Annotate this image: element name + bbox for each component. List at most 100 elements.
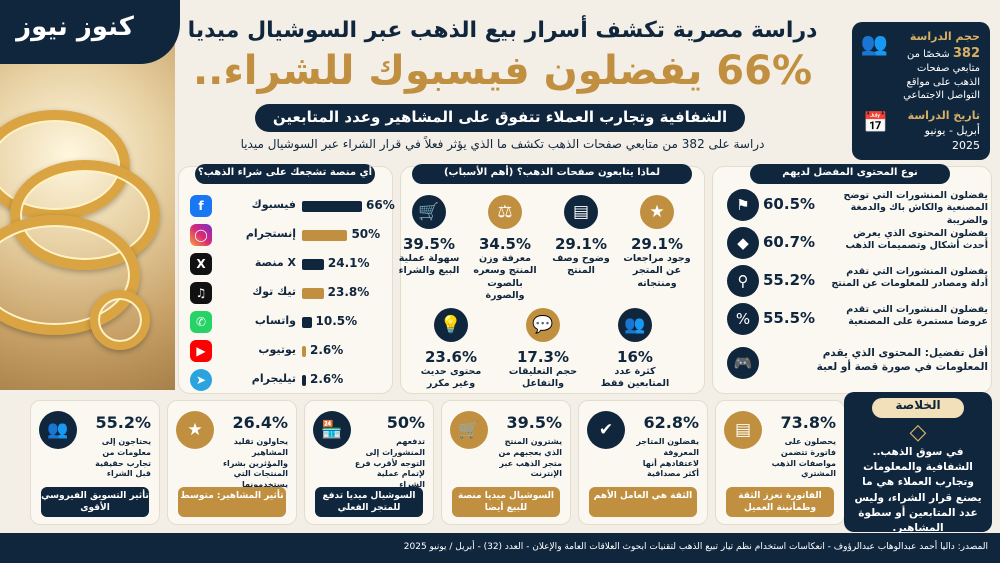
card-value: 55.2% <box>95 413 151 432</box>
platform-bar <box>302 375 306 386</box>
platforms-panel-title: أي منصة تشجعك على شراء الذهب؟ <box>195 164 375 184</box>
reason-label: وضوح وصف المنتج <box>552 253 610 277</box>
reason-label: سهولة عملية البيع والشراء <box>398 253 460 277</box>
tag-icon: ⚑ <box>727 189 759 221</box>
study-date-label: تاريخ الدراسة <box>907 108 980 122</box>
reason-value: 29.1% <box>554 235 608 253</box>
card-tag: الثقة هي العامل الأهم <box>589 487 697 517</box>
card-label: يحاولون تقليد المشاهير والمؤثرين بشراء ا… <box>222 437 288 490</box>
page-title: دراسة مصرية تكشف أسرار بيع الذهب عبر الس… <box>187 18 818 43</box>
platform-bar <box>302 201 362 212</box>
study-date-value: أبريل - يونيو 2025 <box>924 123 980 152</box>
content-least-label: أقل تفضيل: المحتوى الذي يقدم المعلومات ف… <box>816 347 988 374</box>
lightbulb-icon: 💡 <box>434 308 468 342</box>
platform-row-whatsapp: ✆ واتساب 10.5% <box>180 311 390 333</box>
telegram-icon: ➤ <box>190 369 212 391</box>
reason-comments: 💬 17.3% حجم التعليقات والتفاعل <box>508 308 578 391</box>
reason-fresh-content: 💡 23.6% محتوى حديث وغير مكرر <box>416 308 486 391</box>
comment-icon: 💬 <box>526 308 560 342</box>
people-icon: 👥 <box>618 308 652 342</box>
diamond-icon: ◆ <box>727 227 759 259</box>
calendar-icon: 📅 <box>863 109 888 134</box>
content-least-preferred: 🎮 أقل تفضيل: المحتوى الذي يقدم المعلومات… <box>723 343 988 383</box>
group-icon: 👥 <box>39 411 77 449</box>
reason-value: 16% <box>617 348 653 366</box>
reason-description: ▤ 29.1% وضوح وصف المنتج <box>546 195 616 278</box>
platform-row-telegram: ➤ تيليجرام 2.6% <box>180 369 390 391</box>
youtube-icon: ▶ <box>190 340 212 362</box>
content-item-evidence: ⚲ 55.2% يفضلون المنشورات التي تقدم أدلة … <box>723 263 988 301</box>
jewelry-photo <box>0 0 175 390</box>
x-icon: X <box>190 253 212 275</box>
card-value: 50% <box>386 413 425 432</box>
cart-icon: 🛒 <box>450 411 488 449</box>
cart-icon: 🛒 <box>412 195 446 229</box>
summary-text: في سوق الذهب.. الشفافية والمعلومات وتجار… <box>854 446 982 535</box>
card-visit-store: 🏪 50% تدفعهم المنشورات إلى التوجه لأقرب … <box>304 400 434 525</box>
brand-logo[interactable]: كنوز نيوز <box>16 12 134 42</box>
content-panel-title: نوع المحتوى المفضل لديهم <box>750 164 950 184</box>
platform-row-facebook: f فيسبوك 66% <box>180 195 395 217</box>
platform-bar <box>302 259 324 270</box>
card-value: 62.8% <box>643 413 699 432</box>
platform-name: إنستجرام <box>245 227 296 240</box>
content-label: يفضلون المنشورات التي تقدم أدلة ومصادر ل… <box>831 266 988 290</box>
reason-label: حجم التعليقات والتفاعل <box>508 366 578 390</box>
content-item-fees: ⚑ 60.5% يفضلون المنشورات التي توضح المصن… <box>723 187 988 226</box>
whatsapp-icon: ✆ <box>190 311 212 333</box>
content-item-designs: ◆ 60.7% يفضلون المحتوى الذي يعرض أحدث أش… <box>723 225 988 263</box>
card-tag: الفاتورة تعزز الثقة وطمأنينة العميل <box>726 487 834 517</box>
platform-value: 50% <box>351 227 381 241</box>
card-label: يحصلون على فاتورة تتضمن مواصفات الذهب ال… <box>771 437 836 479</box>
reason-label: معرفة وزن المنتج وسعره بالصوت والصورة <box>473 253 537 302</box>
summary-title: الخلاصة <box>872 398 964 418</box>
reason-value: 34.5% <box>478 235 532 253</box>
platform-value: 2.6% <box>310 372 344 386</box>
store-icon: 🏪 <box>313 411 351 449</box>
platform-row-instagram: ◯ إنستجرام 50% <box>180 224 390 246</box>
platform-row-tiktok: ♫ تيك توك 23.8% <box>180 282 390 304</box>
content-item-offers: % 55.5% يفضلون المنشورات التي تقدم عروضا… <box>723 301 988 339</box>
reason-reviews: ★ 29.1% وجود مراجعات عن المتجر ومنتجاته <box>622 195 692 290</box>
source-footer: المصدر: داليا أحمد عبدالوهاب عبدالرؤوف -… <box>0 533 1000 563</box>
summary-box: الخلاصة ◇ في سوق الذهب.. الشفافية والمعل… <box>844 392 992 534</box>
card-value: 73.8% <box>780 413 836 432</box>
card-influencers: ★ 26.4% يحاولون تقليد المشاهير والمؤثرين… <box>167 400 297 525</box>
headline: 66% يفضلون فيسبوك للشراء.. <box>192 48 813 94</box>
tiktok-icon: ♫ <box>190 282 212 304</box>
reason-value: 29.1% <box>630 235 684 253</box>
card-tag: السوشيال ميديا منصة للبيع أيضا <box>452 487 560 517</box>
subtitle-banner: الشفافية وتجارب العملاء تتفوق على المشاه… <box>255 104 745 132</box>
platform-name: منصة X <box>254 256 296 269</box>
logo-background <box>0 0 180 64</box>
scale-icon: ⚖ <box>488 195 522 229</box>
platform-name: يوتيوب <box>258 343 296 356</box>
platform-name: تيليجرام <box>251 372 296 385</box>
reasons-panel-title: لماذا يتابعون صفحات الذهب؟ (أهم الأسباب) <box>412 164 692 184</box>
content-label: يفضلون المحتوى الذي يعرض أحدث أشكال وتصم… <box>845 228 988 252</box>
star-review-icon: ★ <box>640 195 674 229</box>
card-invoice: ▤ 73.8% يحصلون على فاتورة تتضمن مواصفات … <box>715 400 845 525</box>
card-label: يحتاجون إلى معلومات من تجارب حقيقية قبل … <box>95 437 151 479</box>
study-description: دراسة على 382 من متابعي صفحات الذهب تكشف… <box>240 137 765 151</box>
reason-value: 23.6% <box>424 348 478 366</box>
content-value: 55.5% <box>763 309 816 327</box>
card-tag: السوشيال ميديا تدفع للمتجر الفعلي <box>315 487 423 517</box>
card-label: تدفعهم المنشورات إلى التوجه لأقرب فرع لإ… <box>354 437 425 490</box>
card-value: 26.4% <box>232 413 288 432</box>
study-size-text: شخصًا من متابعي صفحات الذهب على مواقع ال… <box>903 48 980 102</box>
platform-value: 24.1% <box>327 256 370 270</box>
gamepad-icon: 🎮 <box>727 347 759 379</box>
card-viral-marketing: 👥 55.2% يحتاجون إلى معلومات من تجارب حقي… <box>30 400 160 525</box>
card-label: يفضلون المتاجر المعروفة لاعتقادهم أنها أ… <box>636 437 699 479</box>
document-icon: ▤ <box>564 195 598 229</box>
card-trust: ✔ 62.8% يفضلون المتاجر المعروفة لاعتقاده… <box>578 400 708 525</box>
reason-label: كثرة عدد المتابعين فقط <box>600 366 670 390</box>
card-online-purchase: 🛒 39.5% يشترون المنتج الذي يعجبهم من متج… <box>441 400 571 525</box>
search-doc-icon: ⚲ <box>727 265 759 297</box>
study-size-number: 382 <box>952 45 980 61</box>
platform-name: واتساب <box>254 314 296 327</box>
platform-bar <box>302 288 324 299</box>
card-label: يشترون المنتج الذي يعجبهم من متجر الذهب … <box>498 437 562 479</box>
platform-row-youtube: ▶ يوتيوب 2.6% <box>180 340 390 362</box>
